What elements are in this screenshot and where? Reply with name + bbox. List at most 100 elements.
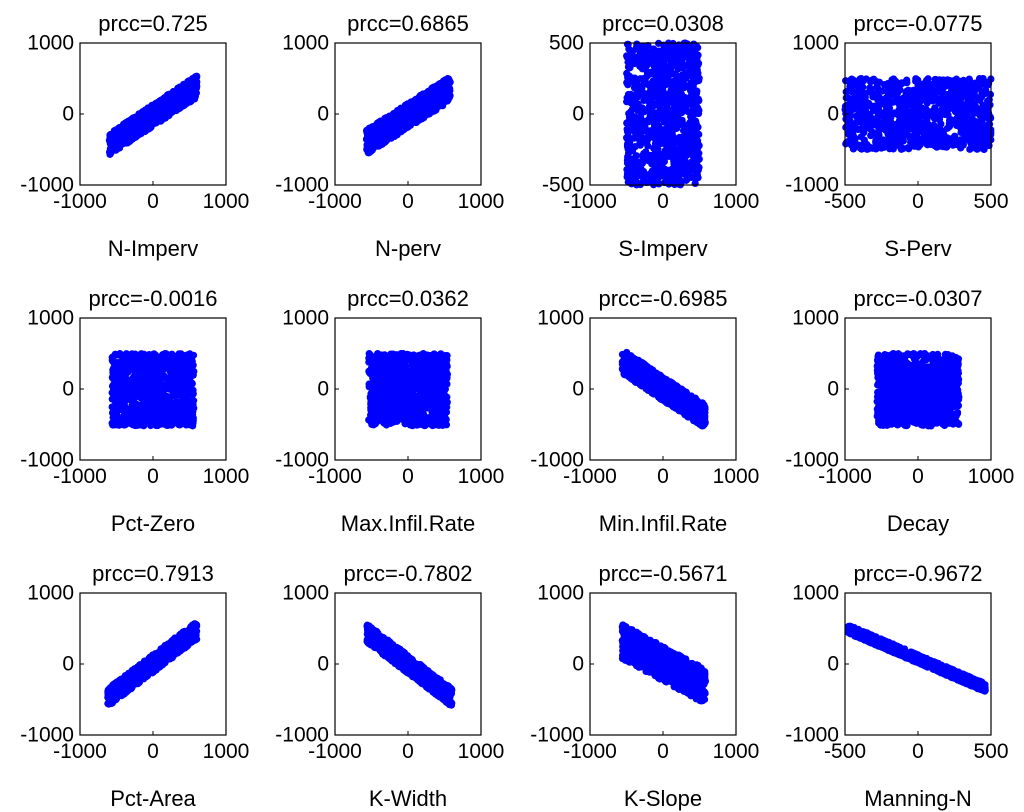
scatter-point [175,363,183,371]
scatter-point [634,100,642,108]
scatter-point [950,76,958,85]
scatter-point [867,131,875,140]
scatter-point [850,105,858,113]
scatter-point [185,350,193,359]
scatter-point [650,134,659,142]
scatter-point [666,115,674,123]
scatter-point [866,84,874,92]
scatter-point [132,415,140,423]
scatter-point [172,401,180,409]
scatter-point [144,364,152,372]
scatter-point [666,107,674,115]
scatter-point [624,145,632,153]
x-tick-label: 1000 [458,190,505,213]
scatter-point [882,141,891,150]
y-tick-label: 0 [62,103,74,126]
scatter-point [983,97,992,105]
x-tick-label: 0 [912,190,924,213]
subplot-title: prcc=0.725 [98,11,207,36]
scatter-point [109,353,117,361]
scatter-point [108,144,117,152]
scatter-point [124,135,132,143]
scatter-point [643,47,652,56]
scatter-point [638,65,646,73]
scatter-points [362,75,454,157]
scatter-point [624,81,632,89]
scatter-point [185,390,193,398]
scatter-point [957,125,965,133]
scatter-point [910,103,919,112]
scatter-point [869,93,877,101]
scatter-point [640,177,648,185]
scatter-point [439,79,447,87]
x-tick-label: 0 [402,465,414,488]
scatter-point [691,46,699,55]
scatter-point [683,175,691,183]
scatter-point [425,110,433,118]
scatter-point [975,95,984,103]
subplot-title: prcc=-0.0016 [88,286,217,311]
scatter-points [108,349,198,430]
scatter-point [978,107,987,115]
scatter-point [977,144,985,152]
scatter-point [876,100,884,108]
scatter-point [167,370,176,378]
scatter-point [381,125,389,133]
y-tick-label: 0 [317,103,329,126]
scatter-point [936,133,945,141]
scatter-point [660,165,669,173]
scatter-point [924,92,932,100]
scatter-point [870,75,878,83]
scatter-points [623,39,703,189]
scatter-point [903,76,911,84]
scatter-point [661,63,670,72]
scatter-point [935,76,943,84]
scatter-point [885,104,894,112]
scatter-point [172,411,180,419]
scatter-point [647,81,655,89]
scatter-point [387,131,395,139]
scatter-point [113,419,121,427]
scatter-point [428,100,437,108]
scatter-point [927,84,935,92]
scatter-point [183,93,191,101]
scatter-point [142,124,150,132]
scatter-point [679,64,687,72]
scatter-point [971,102,979,110]
scatter-point [875,131,883,139]
scatter-point [147,421,155,429]
x-axis-label: Max.Infil.Rate [341,511,476,536]
scatter-point [144,401,152,410]
x-tick-label: 1000 [203,190,250,213]
scatter-point [639,157,647,165]
scatter-point [119,124,128,132]
scatter-point [931,142,939,150]
scatter-point [623,125,631,133]
scatter-point [631,59,639,68]
scatter-point [123,118,132,127]
y-tick-label: -1000 [20,174,74,197]
scatter-point [655,52,663,61]
scatter-point [879,123,887,131]
x-tick-label: -1000 [308,190,362,213]
scatter-point [924,111,932,120]
scatter-point [659,83,667,91]
y-tick-label: 500 [549,32,584,55]
scatter-point [690,139,698,147]
scatter-point [673,76,681,84]
y-tick-label: 0 [827,103,839,126]
scatter-point [119,354,127,362]
scatter-point [135,384,143,392]
x-axis-label: N-Imperv [108,236,198,261]
scatter-point [672,57,680,65]
scatter-point [693,53,701,61]
scatter-point [676,104,685,112]
scatter-point [850,137,859,145]
scatter-point [651,125,659,133]
scatter-point [868,121,876,129]
scatter-point [861,93,869,101]
scatter-point [367,143,375,151]
scatter-point [885,115,893,123]
